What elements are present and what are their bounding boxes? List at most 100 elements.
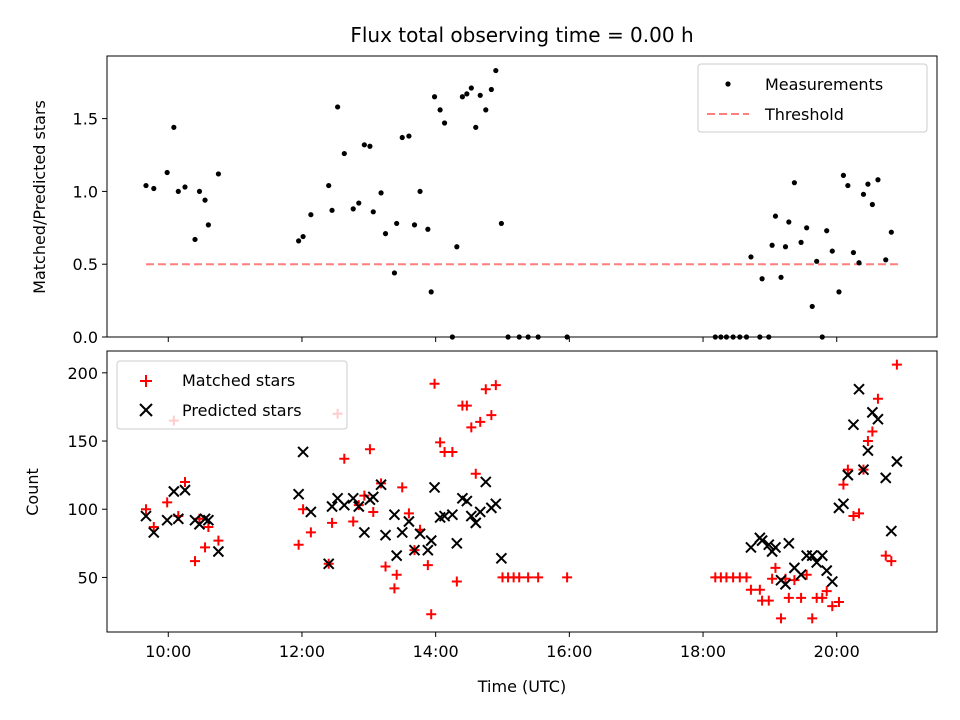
matched-star-point xyxy=(842,464,853,475)
predicted-star-point xyxy=(212,545,225,558)
legend-predicted-marker xyxy=(139,403,153,417)
matched-star-point xyxy=(200,542,211,553)
predicted-star-point xyxy=(379,529,392,541)
matched-star-point xyxy=(475,416,486,427)
predicted-star-point xyxy=(199,513,211,525)
bottom-legend: Matched stars Predicted stars xyxy=(116,360,348,430)
measurement-point xyxy=(341,150,347,157)
legend-predicted-label: Predicted stars xyxy=(182,401,302,420)
measurement-point xyxy=(361,142,367,148)
predicted-star-point xyxy=(465,510,478,522)
predicted-star-point xyxy=(806,549,818,562)
matched-star-point xyxy=(891,359,902,370)
measurement-point xyxy=(411,222,418,228)
matched-star-point xyxy=(451,576,462,587)
measurement-point xyxy=(824,228,830,234)
top-y-axis-label: Matched/Predicted stars xyxy=(30,100,49,294)
legend-measurements-label: Measurements xyxy=(765,75,883,94)
matched-star-point xyxy=(429,378,440,389)
predicted-star-point xyxy=(326,500,338,513)
measurement-point xyxy=(399,134,405,141)
predicted-star-point xyxy=(347,492,359,505)
matched-star-point xyxy=(461,400,472,411)
measurement-point xyxy=(493,67,499,74)
legend-matched-marker xyxy=(140,375,152,387)
matched-star-point xyxy=(162,497,173,508)
predicted-star-point xyxy=(745,541,757,554)
matched-star-point xyxy=(422,560,433,571)
measurement-point xyxy=(840,172,847,178)
measurement-point xyxy=(182,184,188,190)
matched-star-point xyxy=(327,517,338,528)
measurement-point xyxy=(151,185,157,192)
matched-star-point xyxy=(872,393,883,404)
matched-star-point xyxy=(767,573,778,584)
matched-star-point xyxy=(533,572,544,583)
predicted-star-point xyxy=(842,469,854,481)
bottom-plot-marks xyxy=(140,359,903,624)
measurement-point xyxy=(406,133,412,139)
matched-star-point xyxy=(486,410,497,421)
matched-star-point xyxy=(827,601,838,612)
predicted-star-point xyxy=(880,472,892,484)
matched-star-point xyxy=(523,572,534,583)
measurement-point xyxy=(836,289,842,295)
predicted-star-point xyxy=(490,498,502,510)
measurement-point xyxy=(215,171,222,177)
y-tick-label: 200 xyxy=(67,364,98,383)
x-tick-label: 10:00 xyxy=(145,642,191,661)
measurement-point xyxy=(498,220,504,227)
matched-star-point xyxy=(447,446,458,457)
bottom-y-axis-label: Count xyxy=(23,468,42,516)
matched-star-point xyxy=(339,453,350,464)
matched-star-point xyxy=(801,569,812,580)
matched-star-point xyxy=(140,504,151,515)
bottom-plot-frame xyxy=(106,350,938,633)
predicted-star-point xyxy=(826,575,838,588)
predicted-star-point xyxy=(461,495,473,507)
predicted-star-point xyxy=(480,476,492,488)
measurement-point xyxy=(308,212,314,218)
matched-star-point xyxy=(886,556,897,567)
predicted-star-point xyxy=(353,500,365,513)
predicted-star-point xyxy=(425,534,437,547)
measurement-point xyxy=(483,107,489,113)
measurement-point xyxy=(378,190,384,196)
x-tick-label: 16:00 xyxy=(546,642,592,661)
predicted-star-point xyxy=(779,578,792,590)
bottom-y-ticks: 50 100 150 200 xyxy=(67,364,107,587)
measurement-point xyxy=(782,244,789,250)
top-legend: Measurements Threshold xyxy=(697,63,928,133)
measurement-point xyxy=(488,86,494,93)
measurement-point xyxy=(350,206,356,212)
measurement-point xyxy=(769,242,775,248)
matched-star-point xyxy=(514,572,525,583)
matched-star-point xyxy=(435,437,446,448)
predicted-star-point xyxy=(172,513,185,525)
measurement-point xyxy=(428,289,434,295)
x-tick-label: 12:00 xyxy=(279,642,325,661)
matched-star-point xyxy=(391,569,402,580)
predicted-star-point xyxy=(338,499,351,511)
matched-star-point xyxy=(305,527,316,538)
matched-star-point xyxy=(848,511,859,522)
measurement-point xyxy=(441,120,448,126)
measurement-point xyxy=(425,226,431,232)
predicted-star-point xyxy=(414,528,426,540)
top-plot-marks xyxy=(143,67,902,340)
matched-star-point xyxy=(380,561,391,572)
matched-star-point xyxy=(821,586,832,597)
bottom-legend-box xyxy=(116,360,348,430)
predicted-star-point xyxy=(403,515,415,528)
measurement-point xyxy=(367,143,373,149)
predicted-star-point xyxy=(763,538,775,551)
y-tick-label: 150 xyxy=(67,432,98,451)
x-tick-label: 18:00 xyxy=(680,642,726,661)
measurement-point xyxy=(845,182,851,189)
matched-star-point xyxy=(770,562,781,573)
predicted-star-point xyxy=(857,463,870,476)
top-legend-box xyxy=(697,63,928,133)
matched-star-point xyxy=(807,613,818,624)
measurement-point xyxy=(888,229,894,235)
measurement-point xyxy=(437,107,443,113)
